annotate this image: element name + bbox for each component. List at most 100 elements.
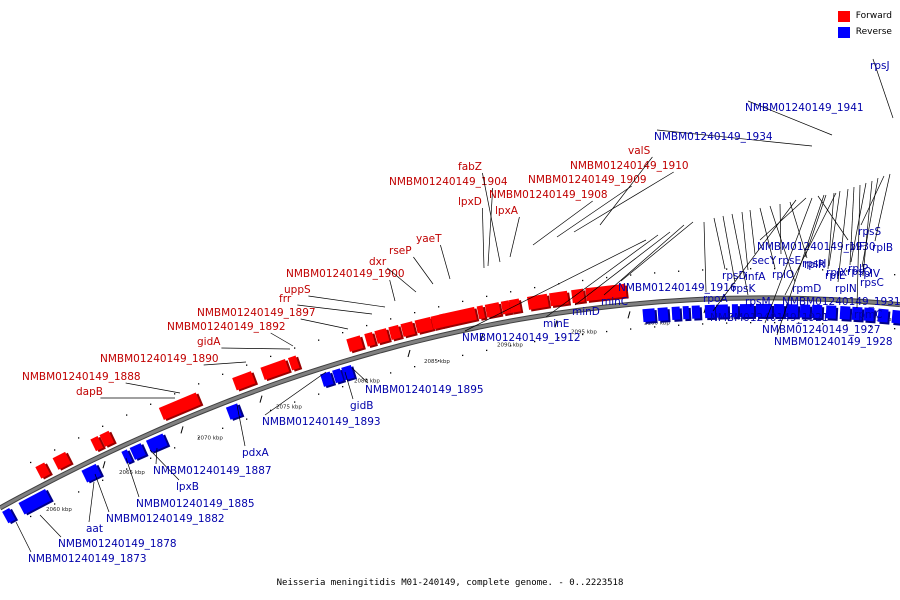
legend-reverse-label: Reverse xyxy=(855,27,892,37)
reverse-gene xyxy=(145,433,171,454)
gene-label-minc: minC xyxy=(601,296,628,308)
forward-guide-dot xyxy=(606,276,608,279)
forward-guide-dot xyxy=(798,268,800,270)
reverse-gene xyxy=(642,308,658,324)
reverse-leader-line xyxy=(545,234,659,318)
gene-label-nmbm01240149-1930: NMBM01240149_1930 xyxy=(757,241,876,253)
forward-guide-dot xyxy=(54,449,56,451)
reverse-guide-dot xyxy=(54,503,56,505)
reverse-gene xyxy=(657,307,671,323)
forward-leader-line xyxy=(556,185,632,238)
forward-guide-dot xyxy=(30,461,32,464)
gene-face xyxy=(35,462,51,479)
forward-guide-dot xyxy=(894,274,896,276)
forward-guide-dot xyxy=(510,291,512,293)
forward-guide-dot xyxy=(246,364,248,366)
forward-leader-line xyxy=(270,332,294,347)
forward-guide-dot xyxy=(846,270,848,272)
gene-face xyxy=(332,368,344,384)
forward-guide-dot xyxy=(126,414,128,416)
forward-guide-dot xyxy=(702,269,704,271)
forward-gene xyxy=(438,306,480,329)
reverse-leader-line xyxy=(620,221,694,282)
gene-label-rpsd: rpsD xyxy=(722,270,747,282)
forward-gene xyxy=(52,451,74,471)
gene-face xyxy=(549,290,569,307)
gene-label-nmbm01240149-1885: NMBM01240149_1885 xyxy=(136,498,255,510)
gene-face xyxy=(773,303,785,318)
gene-label-rpsj: rpsJ xyxy=(870,60,890,72)
reverse-leader-line xyxy=(862,180,873,277)
reverse-leader-line xyxy=(764,197,813,324)
gene-face xyxy=(364,331,376,347)
forward-leader-line xyxy=(125,382,181,394)
forward-guide-dot xyxy=(870,271,872,274)
gene-label-nmbm01240149-1941: NMBM01240149_1941 xyxy=(745,102,864,114)
gene-face xyxy=(476,305,486,320)
reverse-gene xyxy=(739,303,757,320)
forward-leader-line xyxy=(203,361,247,366)
gene-label-rpmd: rpmD xyxy=(792,283,821,295)
gene-label-rplx: rplX xyxy=(826,267,847,279)
reverse-leader-line xyxy=(837,188,849,283)
reverse-guide-dot xyxy=(102,479,104,481)
reverse-guide-dot xyxy=(654,326,656,328)
reverse-leader-line xyxy=(776,194,825,336)
reverse-gene xyxy=(851,306,865,323)
gene-label-infa: infA xyxy=(745,271,766,283)
forward-gene xyxy=(549,290,572,308)
reverse-leader-line xyxy=(827,192,835,270)
gene-label-nmbm01240149-1909: NMBM01240149_1909 xyxy=(528,174,647,186)
gene-face xyxy=(657,307,669,321)
reverse-gene xyxy=(785,304,801,320)
reverse-guide-dot xyxy=(78,491,80,493)
reverse-leader-line xyxy=(731,213,749,296)
coordinate-tick-mark xyxy=(259,395,263,403)
gene-label-nmbm01240149-1873: NMBM01240149_1873 xyxy=(28,553,147,565)
forward-guide-dot xyxy=(678,270,680,272)
gene-label-frr: frr xyxy=(279,293,292,305)
gene-label-nmbm01240149-1878: NMBM01240149_1878 xyxy=(58,538,177,550)
forward-guide-dot xyxy=(486,295,488,298)
gene-label-rpoa: rpoA xyxy=(703,293,728,305)
gene-label-rpsq: rpsQ xyxy=(847,266,872,278)
gene-face xyxy=(891,309,900,324)
gene-face xyxy=(839,306,851,320)
coordinate-tick-mark xyxy=(407,349,411,358)
reverse-leader-line xyxy=(861,177,879,268)
reverse-leader-line xyxy=(15,521,32,553)
coordinate-tick-mark xyxy=(480,333,484,341)
gene-label-rpln: rplN xyxy=(835,283,857,295)
reverse-guide-dot xyxy=(822,323,824,325)
reverse-leader-line xyxy=(769,205,796,283)
gene-label-yaet: yaeT xyxy=(416,233,442,245)
reverse-guide-dot xyxy=(318,393,320,395)
reverse-guide-dot xyxy=(246,418,248,420)
gene-face xyxy=(527,293,549,310)
forward-guide-dot xyxy=(726,268,728,270)
reverse-guide-dot xyxy=(870,325,872,328)
gene-label-rpsc: rpsC xyxy=(860,277,884,289)
gene-face xyxy=(500,300,512,315)
gene-face xyxy=(731,304,739,318)
reverse-guide-dot xyxy=(558,337,560,339)
forward-leader-line xyxy=(573,171,674,233)
reverse-guide-dot xyxy=(390,372,392,374)
legend-reverse-swatch xyxy=(837,26,850,38)
reverse-leader-line xyxy=(828,190,841,267)
coordinate-tick-mark xyxy=(554,320,558,328)
gene-label-fabz: fabZ xyxy=(458,161,482,173)
gene-label-rplf: rplF xyxy=(845,241,865,253)
reverse-leader-line xyxy=(713,217,726,270)
gene-label-dapb: dapB xyxy=(76,386,103,398)
map-caption: Neisseria meningitidis M01-240149, compl… xyxy=(276,578,624,588)
legend-reverse: Reverse xyxy=(837,24,892,40)
gene-face xyxy=(81,466,97,483)
coordinate-tick-mark xyxy=(627,311,631,319)
reverse-gene xyxy=(18,489,54,516)
coordinate-tick-label: 2085 kbp xyxy=(424,359,450,365)
reverse-guide-dot xyxy=(294,401,296,403)
reverse-leader-line xyxy=(155,447,158,465)
